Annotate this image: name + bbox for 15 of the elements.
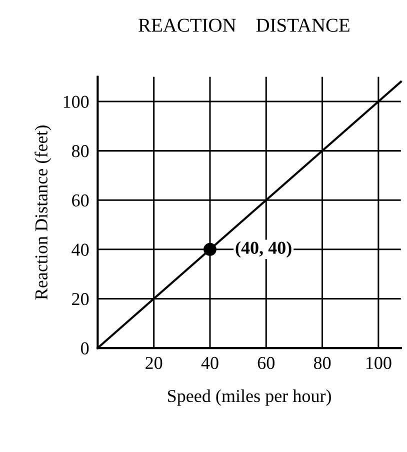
y-tick-label: 20 [72, 292, 89, 306]
y-tick-label: 0 [81, 342, 89, 354]
x-tick-label: 40 [201, 356, 218, 370]
y-tick-label: 60 [72, 194, 89, 207]
y-tick-label: 40 [72, 244, 89, 256]
y-tick-label: 80 [72, 145, 89, 158]
x-tick-label: 100 [366, 356, 392, 370]
x-tick-label: 20 [146, 356, 162, 370]
y-tick-label: 100 [64, 96, 89, 108]
x-tick-label: 60 [258, 356, 274, 370]
x-tick-label: 80 [314, 356, 331, 370]
chart-title: REACTION DISTANCE [138, 18, 350, 32]
y-axis-title: Reaction Distance (feet) [34, 126, 52, 300]
x-axis-title: Speed (miles per hour) [168, 389, 331, 406]
annotation: (40, 40) [236, 241, 292, 258]
